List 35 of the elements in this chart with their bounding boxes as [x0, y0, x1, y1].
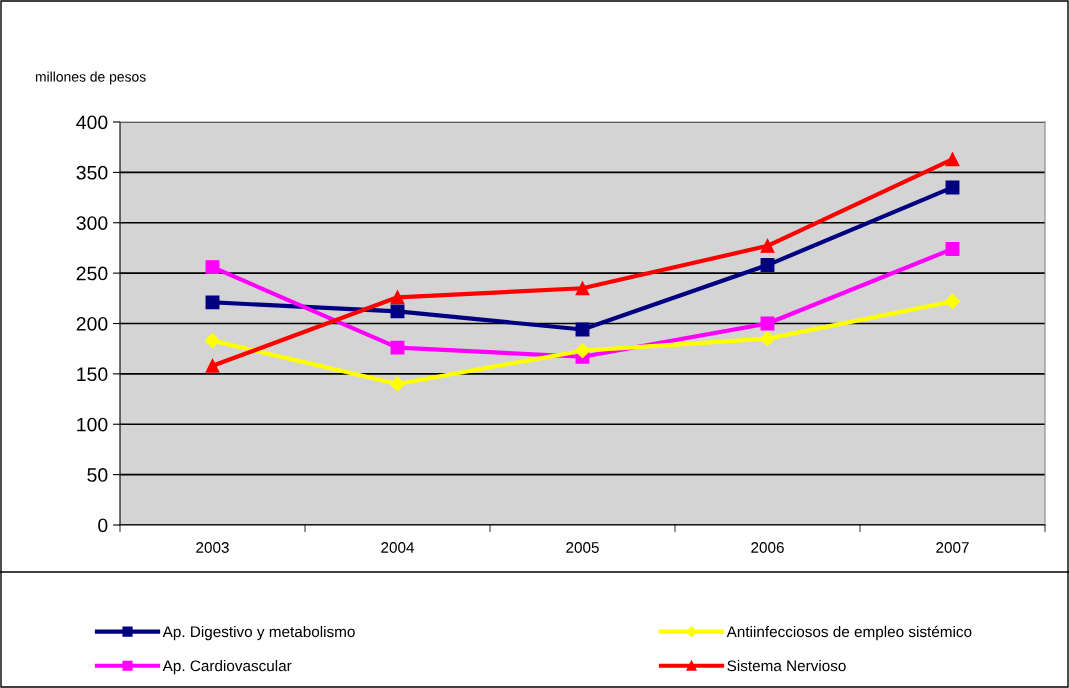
- legend-label: Ap. Cardiovascular: [162, 660, 292, 675]
- point: [390, 304, 405, 319]
- point: [390, 340, 405, 355]
- point: [575, 281, 590, 296]
- point: [204, 333, 221, 349]
- point: [945, 152, 960, 167]
- x-tick-label: 2003: [196, 542, 229, 553]
- y-tick-label: 250: [76, 266, 108, 281]
- legend-label: Ap. Digestivo y metabolismo: [162, 625, 355, 641]
- y-tick-label: 300: [76, 216, 108, 230]
- y-tick-label: 150: [77, 367, 108, 382]
- point: [205, 295, 220, 310]
- x-tick-label: 2005: [566, 542, 599, 553]
- y-tick-label: 50: [87, 468, 108, 482]
- y-tick-label: 400: [76, 115, 108, 130]
- point: [759, 331, 776, 347]
- x-tick-label: 2004: [381, 542, 415, 553]
- legend-label: Antiinfecciosos de empleo sistémico: [726, 625, 972, 641]
- point: [944, 293, 961, 309]
- point: [574, 343, 591, 359]
- point: [945, 241, 960, 256]
- y-tick-label: 0: [98, 518, 108, 533]
- y-tick-label: 350: [76, 165, 108, 180]
- y-tick-label: 100: [77, 417, 108, 432]
- point: [760, 258, 775, 273]
- point: [760, 238, 775, 253]
- x-tick-label: 2006: [751, 542, 784, 553]
- y-tick-label: 200: [76, 316, 108, 331]
- point: [390, 290, 405, 305]
- y-axis-title: millones de pesos: [35, 71, 146, 85]
- x-tick-label: 2007: [936, 542, 969, 553]
- point: [389, 376, 406, 392]
- point: [205, 260, 220, 275]
- legend-label: Sistema Nervioso: [727, 660, 846, 672]
- point: [205, 358, 220, 373]
